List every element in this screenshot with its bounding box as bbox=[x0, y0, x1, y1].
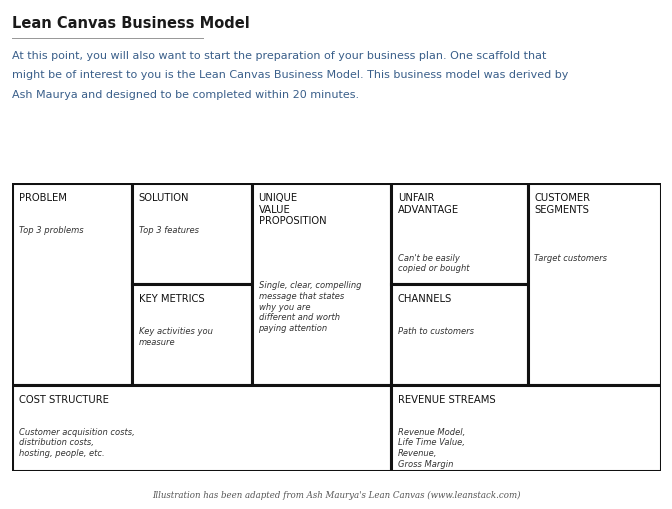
Bar bbox=[392, 183, 528, 284]
Text: Top 3 features: Top 3 features bbox=[138, 227, 198, 235]
Text: CUSTOMER
SEGMENTS: CUSTOMER SEGMENTS bbox=[534, 193, 590, 214]
Text: Target customers: Target customers bbox=[534, 253, 607, 263]
Bar bbox=[392, 385, 661, 471]
Text: Illustration has been adapted from Ash Maurya's Lean Canvas (www.leanstack.com): Illustration has been adapted from Ash M… bbox=[152, 491, 520, 500]
Text: Can't be easily
copied or bought: Can't be easily copied or bought bbox=[398, 253, 470, 273]
Text: UNIQUE
VALUE
PROPOSITION: UNIQUE VALUE PROPOSITION bbox=[259, 193, 326, 225]
Text: Lean Canvas Business Model: Lean Canvas Business Model bbox=[12, 16, 250, 31]
Text: might be of interest to you is the Lean Canvas Business Model. This business mod: might be of interest to you is the Lean … bbox=[12, 70, 569, 80]
Text: CHANNELS: CHANNELS bbox=[398, 294, 452, 304]
Bar bbox=[12, 385, 392, 471]
Text: Ash Maurya and designed to be completed within 20 minutes.: Ash Maurya and designed to be completed … bbox=[12, 90, 360, 100]
Text: Customer acquisition costs,
distribution costs,
hosting, people, etc.: Customer acquisition costs, distribution… bbox=[19, 428, 134, 458]
Bar bbox=[392, 284, 528, 385]
Text: PROBLEM: PROBLEM bbox=[19, 193, 67, 203]
Text: SOLUTION: SOLUTION bbox=[138, 193, 189, 203]
Text: KEY METRICS: KEY METRICS bbox=[138, 294, 204, 304]
Text: Path to customers: Path to customers bbox=[398, 327, 474, 336]
Text: REVENUE STREAMS: REVENUE STREAMS bbox=[398, 394, 495, 405]
Bar bbox=[12, 183, 132, 385]
Text: Revenue Model,
Life Time Value,
Revenue,
Gross Margin: Revenue Model, Life Time Value, Revenue,… bbox=[398, 428, 465, 469]
Bar bbox=[132, 284, 252, 385]
Text: At this point, you will also want to start the preparation of your business plan: At this point, you will also want to sta… bbox=[12, 51, 546, 61]
Bar bbox=[528, 183, 661, 385]
Text: Key activities you
measure: Key activities you measure bbox=[138, 327, 212, 347]
Text: Single, clear, compelling
message that states
why you are
different and worth
pa: Single, clear, compelling message that s… bbox=[259, 281, 361, 333]
Bar bbox=[252, 183, 392, 385]
Text: Top 3 problems: Top 3 problems bbox=[19, 227, 83, 235]
Text: COST STRUCTURE: COST STRUCTURE bbox=[19, 394, 108, 405]
Text: UNFAIR
ADVANTAGE: UNFAIR ADVANTAGE bbox=[398, 193, 459, 214]
Bar bbox=[132, 183, 252, 284]
